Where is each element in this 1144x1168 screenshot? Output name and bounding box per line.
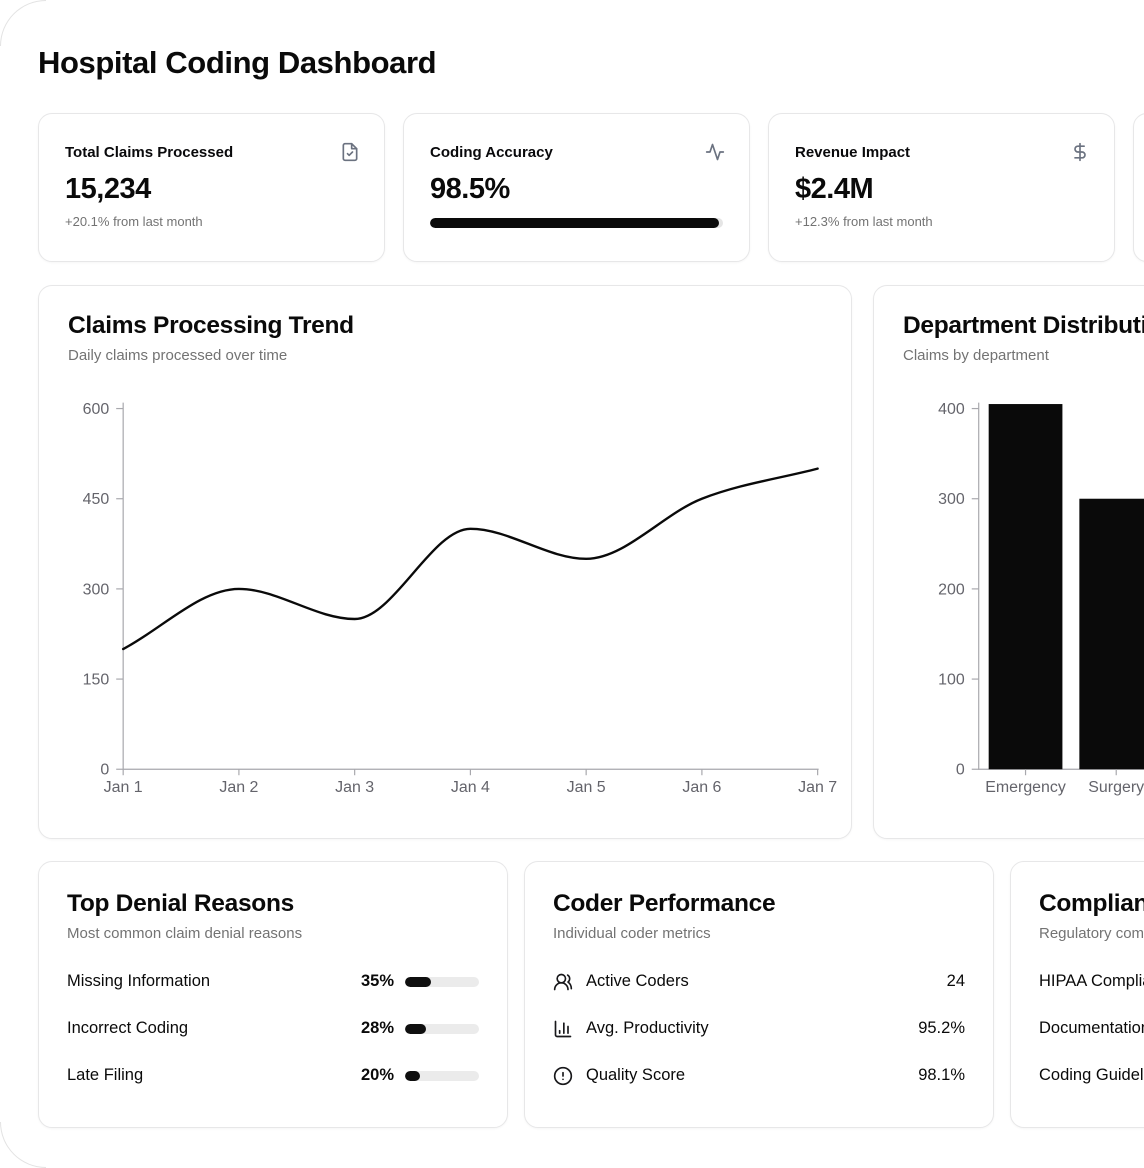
svg-text:0: 0 <box>956 762 965 779</box>
metric-label: Active Coders <box>586 972 689 990</box>
card-subtitle: Most common claim denial reasons <box>67 925 303 942</box>
svg-text:600: 600 <box>83 401 110 418</box>
top-denial-reasons-card: Top Denial Reasons Most common claim den… <box>38 861 508 1128</box>
window-rounded-corner-top <box>0 0 46 46</box>
denial-progress-fill <box>405 976 431 987</box>
compliance-card: Compliance Status Regulatory compliance … <box>1010 861 1144 1128</box>
denial-label: Late Filing <box>67 1066 144 1084</box>
denial-percent: 35% <box>360 972 394 990</box>
chart-title: Department Distribution <box>903 312 1144 339</box>
svg-text:Emergency: Emergency <box>985 779 1066 796</box>
denial-label: Missing Information <box>67 972 211 990</box>
denial-progress-track <box>405 976 479 987</box>
denial-row: Missing Information 35% <box>67 971 479 992</box>
compliance-row: Documentation <box>1039 1018 1144 1039</box>
stat-subtext: +20.1% from last month <box>65 214 203 229</box>
accuracy-progress-track <box>430 218 723 228</box>
card-title: Coder Performance <box>553 890 776 917</box>
coder-metric-row: Quality Score 98.1% <box>553 1065 965 1086</box>
svg-text:Jan 3: Jan 3 <box>335 779 374 796</box>
svg-text:200: 200 <box>938 581 965 598</box>
svg-text:450: 450 <box>83 491 110 508</box>
stat-value: 98.5% <box>430 173 510 205</box>
coder-performance-card: Coder Performance Individual coder metri… <box>524 861 994 1128</box>
compliance-label: HIPAA Compliance <box>1039 972 1144 990</box>
stat-label: Revenue Impact <box>795 144 911 161</box>
window-rounded-corner-bottom <box>0 1122 46 1168</box>
stat-card-clipped <box>1133 113 1144 262</box>
metric-value: 24 <box>946 972 965 990</box>
svg-text:Jan 2: Jan 2 <box>219 779 258 796</box>
svg-text:Jan 6: Jan 6 <box>682 779 721 796</box>
department-bar-chart: 0 100 200 300 400 Emergency Surgery <box>938 401 1144 796</box>
stat-value: 15,234 <box>65 173 151 205</box>
svg-text:300: 300 <box>83 581 110 598</box>
dollar-sign-icon <box>1070 142 1090 162</box>
compliance-label: Documentation <box>1039 1019 1144 1037</box>
svg-text:100: 100 <box>938 672 965 689</box>
svg-text:Jan 1: Jan 1 <box>104 779 143 796</box>
svg-text:400: 400 <box>938 401 965 418</box>
file-check-icon <box>340 142 360 162</box>
svg-text:150: 150 <box>83 672 110 689</box>
stat-card-revenue-impact: Revenue Impact $2.4M +12.3% from last mo… <box>768 113 1115 262</box>
svg-text:Jan 4: Jan 4 <box>451 779 490 796</box>
compliance-row: HIPAA Compliance <box>1039 971 1144 992</box>
denial-progress-track <box>405 1070 479 1081</box>
denial-row: Incorrect Coding 28% <box>67 1018 479 1039</box>
metric-label: Quality Score <box>586 1066 686 1084</box>
stat-label: Coding Accuracy <box>430 144 553 161</box>
svg-text:Jan 7: Jan 7 <box>798 779 837 796</box>
denial-percent: 28% <box>360 1019 394 1037</box>
stat-subtext: +12.3% from last month <box>795 214 933 229</box>
card-subtitle: Individual coder metrics <box>553 925 711 942</box>
accuracy-progress-fill <box>430 218 719 228</box>
chart-subtitle: Daily claims processed over time <box>68 347 288 364</box>
denial-progress-track <box>405 1023 479 1034</box>
denial-progress-fill <box>405 1023 426 1034</box>
denial-percent: 20% <box>360 1066 394 1084</box>
metric-label: Avg. Productivity <box>586 1019 709 1037</box>
claims-trend-line-chart: 0 150 300 450 600 Jan 1 Jan 2 Jan 3 Jan 4 Jan 5 Ja… <box>83 401 838 796</box>
svg-text:300: 300 <box>938 491 965 508</box>
denial-label: Incorrect Coding <box>67 1019 189 1037</box>
stat-value: $2.4M <box>795 173 874 205</box>
svg-text:Surgery: Surgery <box>1088 779 1144 796</box>
users-icon <box>553 972 573 992</box>
coder-metric-row: Avg. Productivity 95.2% <box>553 1018 965 1039</box>
svg-text:Jan 5: Jan 5 <box>567 779 606 796</box>
denial-row: Late Filing 20% <box>67 1065 479 1086</box>
compliance-row: Coding Guidelines <box>1039 1065 1144 1086</box>
denial-progress-fill <box>405 1070 420 1081</box>
bar-chart-icon <box>553 1019 573 1039</box>
activity-icon <box>705 142 725 162</box>
card-title: Compliance Status <box>1039 890 1144 917</box>
claims-trend-card: Claims Processing Trend Daily claims pro… <box>38 285 852 839</box>
compliance-label: Coding Guidelines <box>1039 1066 1144 1084</box>
chart-title: Claims Processing Trend <box>68 312 354 339</box>
stat-card-total-claims: Total Claims Processed 15,234 +20.1% fro… <box>38 113 385 262</box>
alert-circle-icon <box>553 1066 573 1086</box>
card-title: Top Denial Reasons <box>67 890 294 917</box>
department-distribution-card: Department Distribution Claims by depart… <box>873 285 1144 839</box>
coder-metric-row: Active Coders 24 <box>553 971 965 992</box>
page-title: Hospital Coding Dashboard <box>38 45 437 80</box>
chart-subtitle: Claims by department <box>903 347 1049 364</box>
stat-label: Total Claims Processed <box>65 144 234 161</box>
metric-value: 98.1% <box>918 1066 965 1084</box>
card-subtitle: Regulatory compliance <box>1039 925 1144 942</box>
metric-value: 95.2% <box>918 1019 965 1037</box>
svg-text:0: 0 <box>100 762 109 779</box>
stat-card-coding-accuracy: Coding Accuracy 98.5% <box>403 113 750 262</box>
